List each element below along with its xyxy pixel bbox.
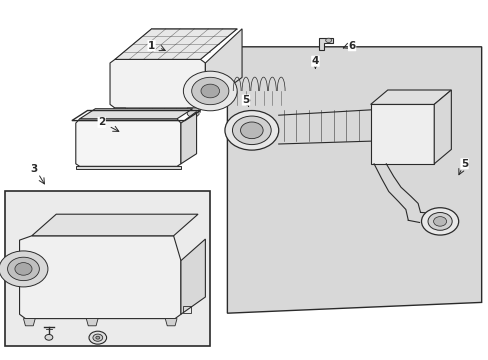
Polygon shape	[76, 166, 181, 169]
Circle shape	[201, 84, 219, 98]
Polygon shape	[165, 319, 177, 326]
Circle shape	[93, 334, 102, 341]
Polygon shape	[76, 119, 181, 166]
Circle shape	[427, 212, 451, 230]
Polygon shape	[114, 108, 125, 117]
Text: 5: 5	[242, 95, 249, 105]
Polygon shape	[181, 239, 205, 314]
Text: 3: 3	[31, 164, 38, 174]
Circle shape	[421, 208, 458, 235]
Circle shape	[232, 116, 271, 145]
Polygon shape	[32, 214, 198, 236]
Polygon shape	[433, 90, 450, 164]
Circle shape	[15, 263, 32, 275]
Polygon shape	[370, 104, 433, 164]
Circle shape	[433, 217, 446, 226]
Polygon shape	[20, 236, 181, 319]
Text: 5: 5	[460, 159, 467, 169]
Circle shape	[45, 334, 53, 340]
Polygon shape	[370, 90, 450, 104]
Circle shape	[96, 336, 100, 339]
Text: 2: 2	[98, 117, 105, 127]
Polygon shape	[318, 38, 333, 50]
Circle shape	[8, 257, 39, 281]
Polygon shape	[86, 319, 98, 326]
Text: 6: 6	[348, 41, 355, 51]
Polygon shape	[80, 109, 192, 119]
Polygon shape	[227, 47, 481, 313]
Circle shape	[89, 331, 106, 344]
Circle shape	[191, 77, 228, 105]
Polygon shape	[187, 108, 199, 117]
Circle shape	[183, 71, 237, 111]
Polygon shape	[115, 29, 237, 59]
Circle shape	[240, 122, 263, 139]
Polygon shape	[181, 112, 196, 164]
Polygon shape	[23, 319, 35, 326]
Circle shape	[224, 111, 278, 150]
Bar	[5, 191, 210, 346]
Text: 1: 1	[148, 41, 155, 51]
Circle shape	[0, 251, 48, 287]
Polygon shape	[110, 59, 205, 108]
Polygon shape	[205, 29, 242, 104]
Text: 4: 4	[311, 56, 319, 66]
Circle shape	[325, 38, 331, 42]
